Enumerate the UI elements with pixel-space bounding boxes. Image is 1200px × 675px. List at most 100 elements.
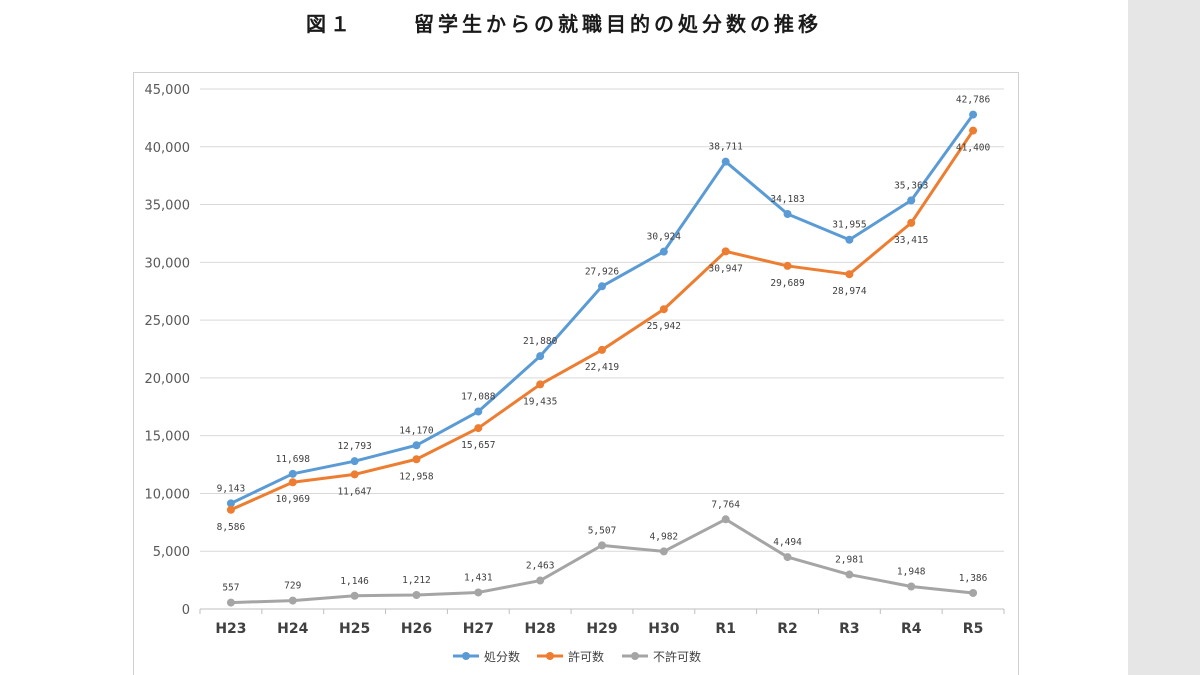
data-point — [845, 235, 854, 244]
x-tick-label: R1 — [715, 621, 736, 637]
legend: 処分数 許可数 不許可数 — [453, 649, 701, 664]
y-tick-label: 15,000 — [145, 430, 191, 445]
data-point — [845, 270, 854, 279]
figure-title-text: 留学生からの就職目的の処分数の推移 — [414, 12, 822, 36]
data-point — [536, 352, 545, 361]
data-label: 1,212 — [402, 575, 431, 586]
series-layer — [226, 110, 978, 607]
data-point — [226, 499, 235, 508]
figure-title: 図１ 留学生からの就職目的の処分数の推移 — [0, 8, 1128, 37]
x-tick-label: R4 — [901, 621, 922, 637]
data-label: 17,088 — [461, 392, 496, 403]
data-point — [907, 582, 916, 591]
x-tick-label: H24 — [277, 621, 308, 637]
x-tick-label: H28 — [525, 621, 556, 637]
data-label: 15,657 — [461, 440, 495, 451]
data-label: 27,926 — [585, 266, 620, 277]
data-label: 28,974 — [832, 286, 867, 297]
data-label: 29,689 — [770, 278, 805, 289]
data-label: 25,942 — [647, 321, 681, 332]
data-point — [474, 424, 483, 433]
chart-frame — [133, 72, 1019, 675]
data-label: 4,982 — [650, 531, 679, 542]
data-label: 2,463 — [526, 561, 555, 572]
data-point — [969, 110, 978, 119]
legend-marker — [462, 652, 470, 660]
figure-number: 図１ — [306, 12, 354, 36]
data-point — [288, 478, 297, 487]
data-label: 10,969 — [276, 494, 311, 505]
x-axis: H23 H24 H25 H26 H27 H28 H29 H30 R1 R2 R3 R4 R5 — [199, 609, 1005, 637]
grid-lines — [200, 88, 1004, 610]
data-point — [659, 247, 668, 256]
data-label: 729 — [284, 581, 301, 592]
data-label: 41,400 — [956, 143, 991, 154]
data-label: 1,948 — [897, 566, 926, 577]
data-label: 33,415 — [894, 235, 928, 246]
data-label: 12,958 — [399, 471, 434, 482]
data-point — [907, 196, 916, 205]
x-tick-label: H23 — [215, 621, 246, 637]
data-point — [907, 218, 916, 227]
y-tick-label: 40,000 — [145, 141, 191, 156]
data-label: 4,494 — [773, 537, 802, 548]
data-label: 19,435 — [523, 396, 557, 407]
data-point — [783, 261, 792, 270]
data-label: 1,146 — [340, 576, 369, 587]
data-point — [536, 380, 545, 389]
data-label: 5,507 — [588, 525, 617, 536]
data-point — [659, 547, 668, 556]
data-label: 11,698 — [276, 454, 311, 465]
y-tick-label: 45,000 — [145, 83, 191, 98]
x-tick-label: R5 — [963, 621, 984, 637]
data-point — [412, 590, 421, 599]
data-label: 42,786 — [956, 95, 991, 106]
data-label: 31,955 — [832, 220, 866, 231]
data-label: 14,170 — [399, 425, 434, 436]
data-point — [474, 407, 483, 416]
data-label: 1,386 — [959, 573, 988, 584]
line-chart: 0 5,000 10,000 15,000 20,000 25,000 30,000 35,0… — [145, 83, 1005, 664]
data-label: 2,981 — [835, 555, 864, 566]
data-point — [226, 598, 235, 607]
data-point — [845, 570, 854, 579]
y-tick-label: 30,000 — [145, 256, 191, 271]
data-label: 557 — [222, 583, 239, 594]
data-point — [350, 470, 359, 479]
data-point — [969, 588, 978, 597]
data-point — [598, 541, 606, 550]
y-tick-label: 10,000 — [145, 487, 191, 502]
data-label: 21,880 — [523, 336, 558, 347]
y-tick-label: 20,000 — [145, 372, 191, 387]
data-label: 35,363 — [894, 180, 928, 191]
data-point — [412, 441, 421, 450]
data-label: 38,711 — [709, 142, 744, 153]
data-point — [226, 505, 235, 514]
y-tick-label: 25,000 — [145, 314, 191, 329]
data-label: 9,143 — [217, 483, 246, 494]
data-point — [350, 591, 359, 600]
data-label: 7,764 — [711, 499, 740, 510]
data-point — [721, 247, 730, 256]
y-axis: 0 5,000 10,000 15,000 20,000 25,000 30,000 35,0… — [145, 83, 191, 618]
legend-label: 処分数 — [484, 649, 520, 664]
data-point — [721, 157, 730, 166]
x-tick-label: H30 — [648, 621, 679, 637]
data-label: 11,647 — [337, 486, 371, 497]
data-point — [350, 457, 359, 466]
data-point — [783, 209, 792, 218]
legend-marker — [631, 652, 639, 660]
x-tick-label: R3 — [839, 621, 860, 637]
data-point — [474, 588, 483, 597]
data-point — [659, 305, 668, 314]
data-point — [536, 576, 545, 585]
y-tick-label: 35,000 — [145, 199, 191, 214]
data-point — [598, 282, 606, 291]
data-label: 12,793 — [337, 441, 371, 452]
right-side-band — [1128, 0, 1200, 675]
data-point — [598, 345, 606, 354]
legend-label: 許可数 — [568, 649, 604, 664]
data-point — [783, 553, 792, 562]
x-tick-label: H29 — [586, 621, 617, 637]
data-label: 34,183 — [770, 194, 804, 205]
